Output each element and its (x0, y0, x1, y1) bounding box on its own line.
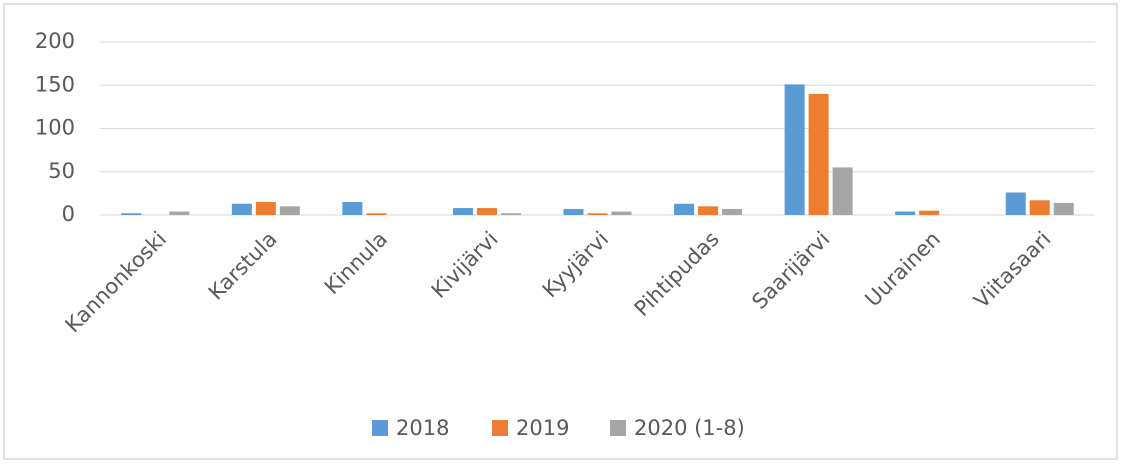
bar (452, 208, 473, 215)
bar (895, 211, 916, 215)
bar (279, 206, 300, 215)
bar (255, 202, 276, 215)
bar (563, 208, 584, 215)
legend-label: 2019 (516, 416, 569, 440)
bar (674, 203, 695, 215)
bar (121, 213, 142, 215)
bar (698, 206, 719, 215)
legend-swatch (610, 420, 626, 436)
bar (1005, 192, 1026, 215)
y-tick-label: 0 (62, 202, 75, 226)
legend-label: 2020 (1-8) (634, 416, 745, 440)
chart-border (3, 3, 1118, 460)
bar (587, 213, 608, 215)
bar (611, 211, 632, 215)
bar (784, 84, 805, 215)
y-tick-label: 50 (48, 159, 75, 183)
legend-label: 2018 (396, 416, 449, 440)
bar (808, 93, 829, 215)
bar (231, 203, 252, 215)
bar (500, 213, 521, 215)
bar (722, 208, 743, 215)
legend-swatch (372, 420, 388, 436)
bar (1053, 202, 1074, 215)
bar (1029, 200, 1050, 215)
y-tick-label: 100 (35, 116, 75, 140)
bar (476, 208, 497, 215)
y-tick-label: 200 (35, 29, 75, 53)
bar (169, 211, 190, 215)
bar (919, 210, 940, 215)
bar (366, 213, 387, 215)
legend-swatch (492, 420, 508, 436)
bar (832, 167, 853, 215)
bar (342, 202, 363, 215)
y-tick-label: 150 (35, 72, 75, 96)
